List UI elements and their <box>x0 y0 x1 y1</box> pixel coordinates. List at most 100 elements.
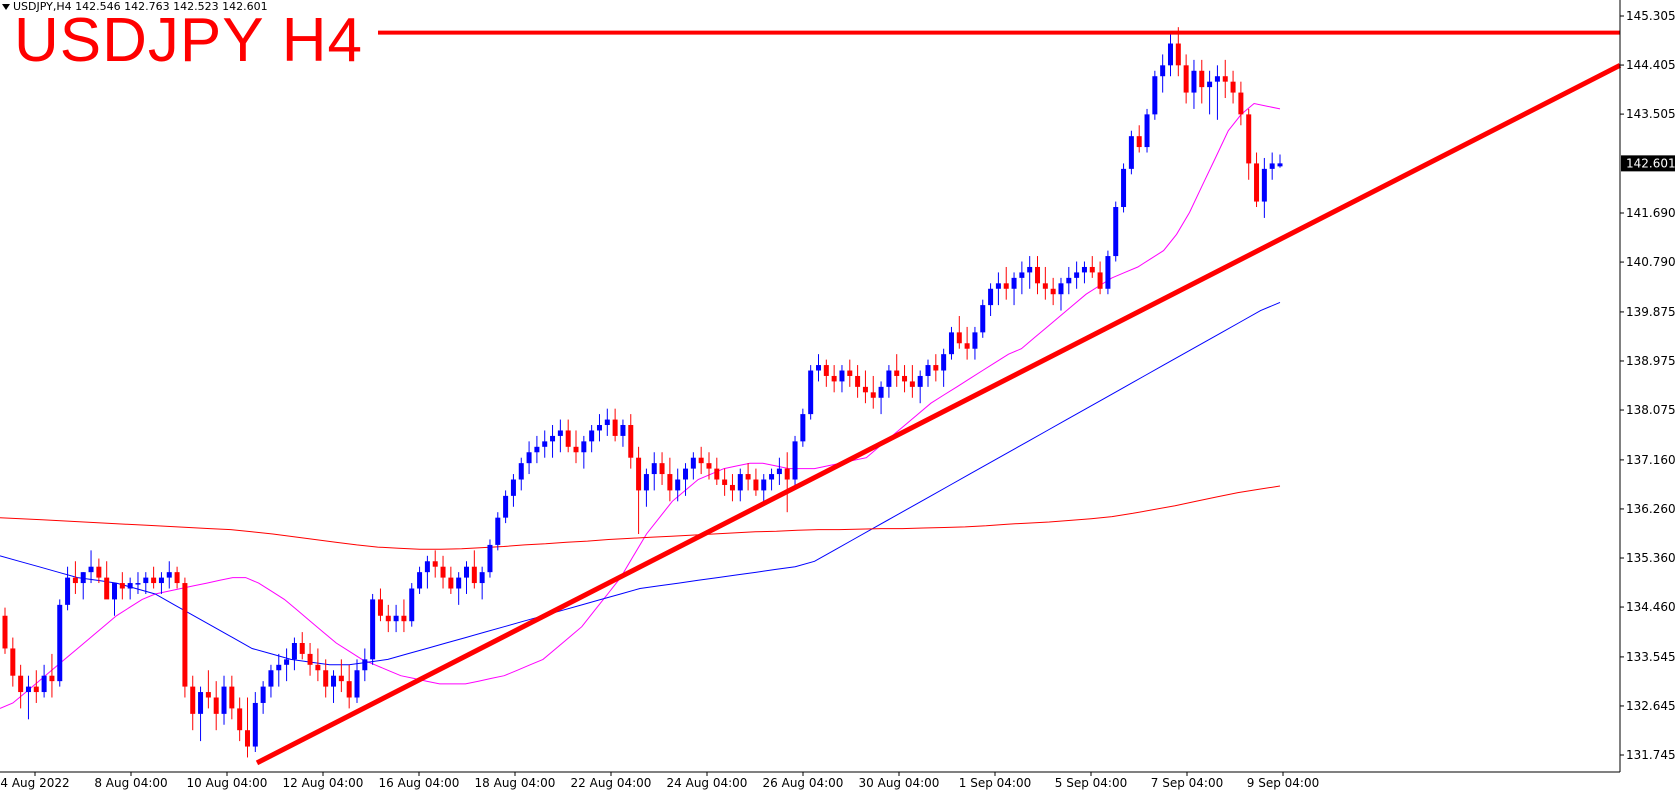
candle-body <box>385 615 391 622</box>
candle-body <box>1144 114 1150 148</box>
y-tick-label: 135.360 <box>1626 551 1676 565</box>
candle-body <box>291 643 297 660</box>
candle-body <box>41 675 47 693</box>
candle-body <box>1042 283 1048 289</box>
ma-fast-line <box>0 102 1281 709</box>
y-tick-label: 140.790 <box>1626 255 1676 269</box>
candle-body <box>573 446 579 453</box>
x-tick-label: 10 Aug 04:00 <box>187 776 268 790</box>
candle-body <box>1269 163 1275 169</box>
candle-body <box>1183 65 1189 93</box>
candle-body <box>753 479 759 491</box>
candle-body <box>714 468 720 480</box>
candle-body <box>1011 277 1017 289</box>
candle-body <box>1246 114 1252 164</box>
candle-body <box>792 441 798 480</box>
candle-body <box>1050 288 1056 295</box>
candle-body <box>1136 136 1142 148</box>
candle-body <box>456 577 462 589</box>
candle-body <box>612 419 618 436</box>
candle-body <box>96 566 102 578</box>
candle-body <box>972 332 978 349</box>
candle-body <box>761 479 767 491</box>
x-tick-label: 12 Aug 04:00 <box>283 776 364 790</box>
candle-body <box>815 365 821 371</box>
candle-body <box>659 463 665 475</box>
candle-body <box>706 463 712 469</box>
candle-body <box>65 577 71 605</box>
candle-body <box>855 375 861 387</box>
candle-body <box>1121 168 1127 208</box>
candle-body <box>1277 163 1283 167</box>
candle-body <box>956 332 962 344</box>
y-tick-label: 139.875 <box>1626 305 1676 319</box>
candle-body <box>839 370 845 382</box>
candle-body <box>354 670 360 698</box>
candle-body <box>964 343 970 349</box>
candle-body <box>119 583 125 589</box>
candle-body <box>417 572 423 589</box>
candle-body <box>1238 92 1244 115</box>
candle-body <box>948 332 954 355</box>
candle-body <box>737 474 743 491</box>
candle-body <box>823 365 829 376</box>
candle-body <box>18 675 24 693</box>
candle-body <box>135 583 141 585</box>
candle-body <box>1207 81 1213 88</box>
candle-body <box>464 566 470 578</box>
candle-body <box>57 604 63 682</box>
x-tick-label: 26 Aug 04:00 <box>763 776 844 790</box>
candle-body <box>205 692 211 698</box>
candle-body <box>1230 81 1236 93</box>
candle-body <box>683 468 689 480</box>
candle-body <box>471 566 477 584</box>
y-tick-label: 145.305 <box>1626 9 1676 23</box>
candle-body <box>49 675 55 682</box>
candle-body <box>323 670 329 687</box>
candle-body <box>268 670 274 687</box>
candle-body <box>182 583 188 687</box>
candle-body <box>440 566 446 578</box>
candle-body <box>338 675 344 682</box>
candle-body <box>377 599 383 616</box>
candle-body <box>80 572 86 584</box>
candle-body <box>643 474 649 491</box>
ma-slow-line <box>0 485 1281 550</box>
dropdown-triangle-icon[interactable] <box>2 4 10 10</box>
candle-body <box>776 468 782 475</box>
x-tick-label: 18 Aug 04:00 <box>475 776 556 790</box>
candle-body <box>88 566 94 573</box>
candle-body <box>980 305 986 333</box>
current-price-tag <box>1621 155 1675 172</box>
candle-body <box>620 425 626 436</box>
candle-body <box>1254 163 1260 202</box>
y-tick-label: 144.405 <box>1626 58 1676 72</box>
candle-body <box>886 370 892 387</box>
candle-body <box>784 468 790 480</box>
candle-body <box>808 370 814 415</box>
candle-body <box>604 419 610 426</box>
candle-body <box>370 599 376 660</box>
candle-body <box>565 430 571 447</box>
candle-body <box>941 354 947 371</box>
candle-body <box>909 381 915 387</box>
candle-body <box>299 643 305 654</box>
candle-body <box>526 452 532 464</box>
candle-body <box>636 457 642 491</box>
candle-body <box>1089 266 1095 273</box>
candle-body <box>534 446 540 453</box>
candle-body <box>542 441 548 447</box>
candle-body <box>800 414 806 442</box>
x-tick-label: 30 Aug 04:00 <box>859 776 940 790</box>
y-tick-label: 131.745 <box>1626 748 1676 762</box>
candle-body <box>479 572 485 584</box>
candle-body <box>745 474 751 480</box>
candle-body <box>870 392 876 398</box>
y-tick-label: 134.460 <box>1626 600 1676 614</box>
candle-body <box>729 484 735 491</box>
candle-body <box>237 708 243 731</box>
candle-body <box>589 430 595 442</box>
candle-body <box>1261 168 1267 202</box>
